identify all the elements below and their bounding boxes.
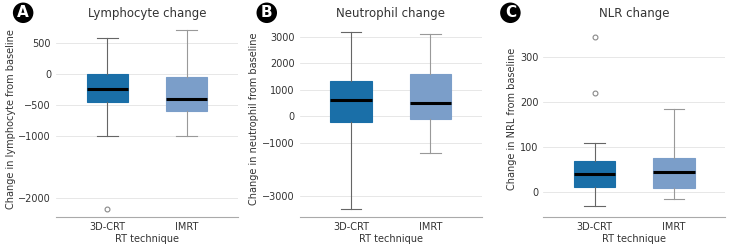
Y-axis label: Change in lymphocyte from baseline: Change in lymphocyte from baseline [6, 29, 15, 209]
PathPatch shape [330, 80, 371, 122]
Y-axis label: Change in NRL from baseline: Change in NRL from baseline [507, 48, 517, 190]
PathPatch shape [409, 74, 451, 119]
Title: Lymphocyte change: Lymphocyte change [88, 7, 206, 20]
X-axis label: RT technique: RT technique [602, 234, 667, 244]
Text: B: B [261, 5, 273, 20]
PathPatch shape [574, 162, 616, 187]
Title: NLR change: NLR change [599, 7, 670, 20]
X-axis label: RT technique: RT technique [359, 234, 423, 244]
X-axis label: RT technique: RT technique [115, 234, 179, 244]
Title: Neutrophil change: Neutrophil change [336, 7, 445, 20]
Text: C: C [505, 5, 516, 20]
Y-axis label: Change in neutrophil from baseline: Change in neutrophil from baseline [249, 33, 260, 205]
PathPatch shape [166, 77, 208, 111]
PathPatch shape [87, 74, 128, 102]
Text: A: A [18, 5, 29, 20]
PathPatch shape [654, 158, 694, 188]
